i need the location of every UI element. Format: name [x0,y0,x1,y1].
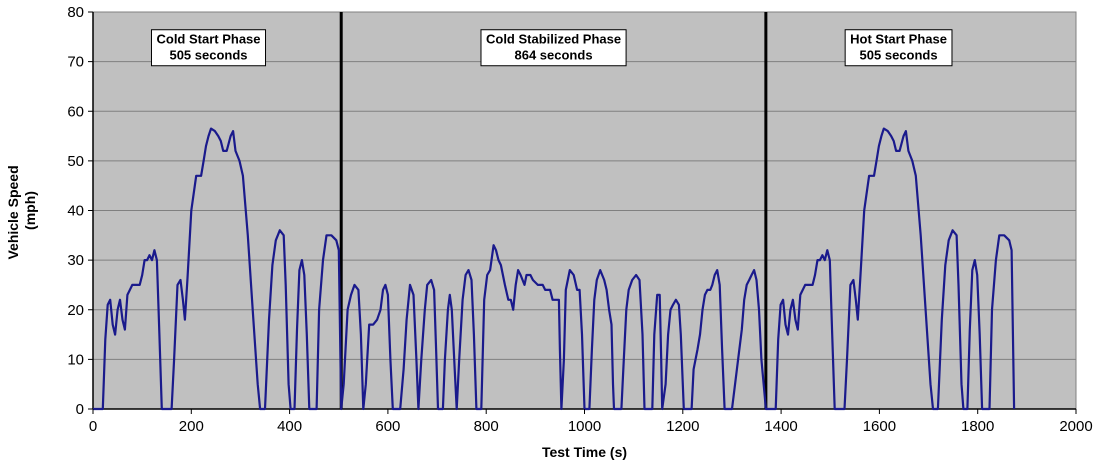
phase-label-duration: 864 seconds [515,48,593,63]
phase-label-name: Cold Start Phase [156,32,260,47]
phase-label-duration: 505 seconds [860,48,938,63]
phase-label-box [480,29,627,67]
phase-label-name: Hot Start Phase [850,32,947,47]
phase-label-name: Cold Stabilized Phase [486,32,621,47]
y-tick-label: 70 [67,54,84,71]
y-tick-label: 20 [67,302,84,319]
y-tick-label: 10 [67,351,84,368]
y-axis-title-line-2: (mph) [22,191,38,230]
speed-trace [93,127,1016,411]
y-tick-label: 0 [76,401,84,418]
y-axis-title: Vehicle Speed (mph) [5,161,38,259]
x-tick-label: 1600 [863,418,896,435]
x-tick-label: 200 [179,418,204,435]
x-tick-label: 0 [89,418,97,435]
x-axis-title: Test Time (s) [542,444,627,460]
x-tick-label: 1400 [764,418,797,435]
y-tick-labels: 0 10 20 30 40 50 60 70 80 [67,4,93,418]
x-tick-label: 1200 [666,418,699,435]
y-tick-label: 80 [67,4,84,21]
phase-label-box [844,29,953,67]
phase-label-box [150,29,267,67]
x-tick-label: 1000 [568,418,601,435]
x-tick-label: 2000 [1059,418,1092,435]
y-tick-label: 60 [67,103,84,120]
x-tick-label: 1800 [961,418,994,435]
y-tick-label: 30 [67,252,84,269]
y-axis-title-line-1: Vehicle Speed [5,165,21,259]
x-tick-labels: 0 200 400 600 800 1000 1200 1400 1600 1800 2000 [89,409,1093,435]
y-tick-label: 50 [67,153,84,170]
y-tick-label: 40 [67,203,84,220]
x-tick-label: 400 [277,418,302,435]
x-tick-label: 800 [474,418,499,435]
phase-label-duration: 505 seconds [169,48,247,63]
x-tick-label: 600 [375,418,400,435]
